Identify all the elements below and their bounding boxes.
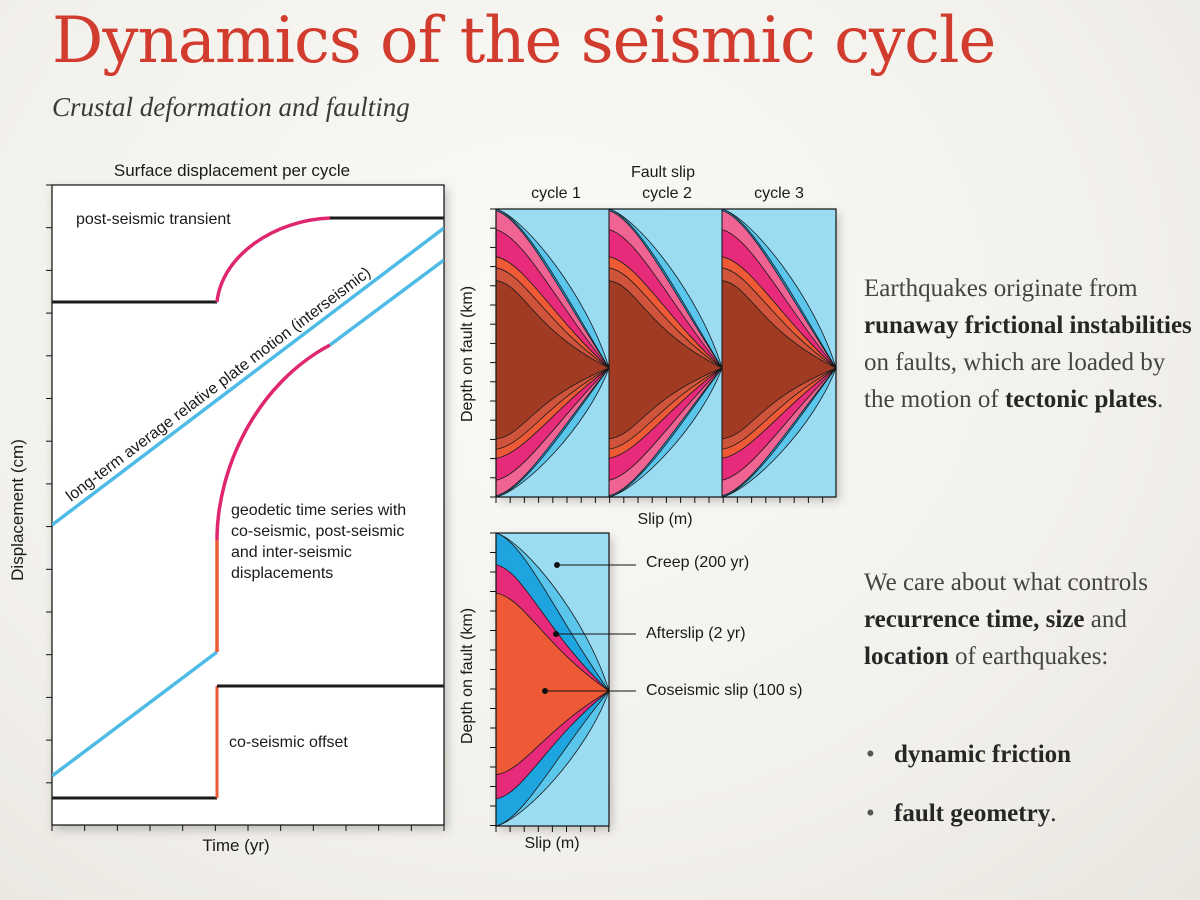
intro-text-part: on faults, which are loaded by the motio…: [864, 349, 1166, 413]
x-axis-label: Time (yr): [202, 836, 269, 855]
geodetic-label-line: displacements: [231, 565, 333, 582]
geodetic-interseismic-after: [328, 258, 444, 347]
legend-x-label: Slip (m): [524, 835, 579, 852]
bullet-text: fault geometry: [894, 800, 1051, 827]
intro-emphasis: tectonic plates: [1004, 386, 1158, 413]
legend-y-label: Depth on fault (km): [459, 608, 476, 744]
y-axis-label: Displacement (cm): [8, 439, 27, 581]
legend-coseismic-label: Coseismic slip (100 s): [646, 682, 802, 699]
geodetic-label-line: co-seismic, post-seismic: [231, 523, 404, 540]
intro-emphasis: runaway frictional instabilities: [864, 312, 1192, 339]
fault-slip-y-label: Depth on fault (km): [459, 286, 476, 422]
care-emphasis: recurrence time,: [864, 606, 1040, 633]
geodetic-interseismic-before: [52, 650, 219, 778]
legend-panel-fill: [495, 532, 610, 827]
slip-legend-chart: Creep (200 yr) Afterslip (2 yr) Coseismi…: [459, 532, 802, 852]
fault-slip-x-ticks: [495, 497, 824, 503]
coseismic-offset-label: co-seismic offset: [229, 734, 348, 751]
care-text-part: and: [1084, 606, 1127, 633]
legend-afterslip-label: Afterslip (2 yr): [646, 625, 746, 642]
slide-subtitle: Crustal deformation and faulting: [52, 92, 410, 122]
care-text-part: We care about what controls: [864, 569, 1148, 596]
cycle-label-1: cycle 1: [531, 185, 581, 202]
fault-slip-y-ticks: [490, 208, 496, 498]
bullet-suffix: .: [1050, 800, 1057, 827]
x-ticks: [51, 825, 445, 831]
chart-title: Surface displacement per cycle: [114, 161, 350, 180]
slide-title: Dynamics of the seismic cycle: [52, 4, 996, 78]
cycle-label-3: cycle 3: [754, 185, 804, 202]
legend-leaders: [542, 562, 636, 694]
post-seismic-label: post-seismic transient: [76, 211, 231, 228]
legend-y-ticks: [490, 532, 496, 826]
slip-panels: [495, 208, 837, 498]
intro-paragraph: Earthquakes originate from runaway frict…: [864, 270, 1194, 418]
care-text-part: of earthquakes:: [948, 643, 1109, 670]
care-paragraph: We care about what controls recurrence t…: [864, 564, 1194, 675]
interseismic-motion-line: [52, 226, 444, 527]
geodetic-label-line: geodetic time series with: [231, 502, 406, 519]
intro-text-part: Earthquakes originate from: [864, 275, 1138, 302]
fault-slip-title: Fault slip: [631, 164, 695, 181]
bullet-text: dynamic friction: [894, 741, 1072, 768]
fault-slip-chart: Fault slip cycle 1 cycle 2 cycle 3 Depth…: [459, 164, 837, 528]
intro-text-part: .: [1157, 386, 1164, 413]
post-seismic-transient-curve: [215, 216, 331, 303]
bullet-dot: •: [866, 741, 875, 768]
legend-x-ticks: [495, 826, 610, 832]
bullet-item: • dynamic friction: [866, 740, 1071, 770]
bullet-item: • fault geometry.: [866, 799, 1071, 829]
legend-creep-label: Creep (200 yr): [646, 554, 749, 571]
chart-frame: [51, 184, 445, 826]
fault-slip-x-label: Slip (m): [637, 511, 692, 528]
geodetic-postseismic-curve: [215, 343, 331, 541]
bullet-list: • dynamic friction • fault geometry.: [866, 740, 1071, 858]
displacement-chart: Surface displacement per cycle Displacem…: [8, 161, 445, 855]
geodetic-label: geodetic time series with co-seismic, po…: [231, 502, 411, 582]
geodetic-label-line: and inter-seismic: [231, 544, 352, 561]
care-emphasis: size: [1045, 606, 1085, 633]
cycle-label-2: cycle 2: [642, 185, 692, 202]
y-ticks: [46, 184, 52, 784]
care-emphasis: location: [864, 643, 949, 670]
bullet-dot: •: [866, 800, 875, 827]
